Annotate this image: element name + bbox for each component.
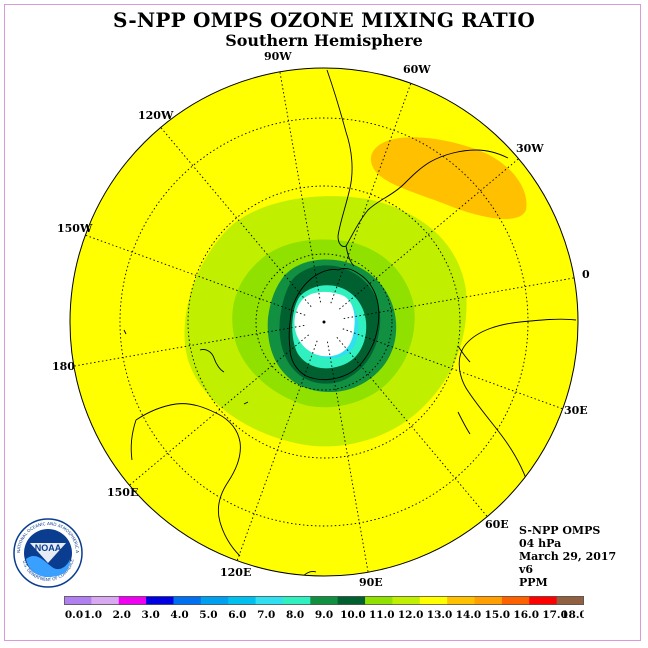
meridian-line [342,328,569,412]
legend-tick-label: 5.0 [199,609,217,621]
meridian-line [278,68,321,303]
legend-swatch [529,596,558,605]
ozone-region-14ppm [370,137,527,219]
graticule [70,68,578,576]
logo-bird [30,543,66,563]
instrument-label: S-NPP OMPS [519,524,601,537]
map-border [69,67,579,577]
logo-text: NOAA [35,543,62,553]
legend-swatch [556,596,584,605]
legend-tick-label: 7.0 [257,609,275,621]
color-legend: 0.0 1.0 2.0 3.0 4.0 5.0 6.0 7.0 8.0 9.0 10.0 11.0 12… [64,596,584,621]
longitude-label: 150W [57,222,93,235]
meridian-line [330,77,414,304]
legend-swatch [474,596,503,605]
legend-tick-label: 6.0 [228,609,246,621]
legend-swatch [282,596,311,605]
legend-tick-label: 13.0 [427,609,453,621]
page-subtitle: Southern Hemisphere [225,31,423,50]
meridian-line [339,154,524,310]
meridian-line [336,337,492,522]
legend-swatch [64,596,92,605]
legend-swatch [501,596,530,605]
legend-swatch [146,596,174,605]
date-label: March 29, 2017 [519,550,617,563]
longitude-label: 120E [220,566,252,579]
legend-tick-label: 12.0 [398,609,424,621]
legend-tick-label: 16.0 [513,609,539,621]
longitude-label: 180 [52,360,75,373]
meridian-line [343,276,578,319]
longitude-label: 150E [107,486,139,499]
legend-tick-label: 1.0 [84,609,102,621]
legend-swatch [337,596,366,605]
info-block: S-NPP OMPS 04 hPa March 29, 2017 v6 PPM [519,524,616,589]
legend-border [64,596,584,605]
legend-tick-label: 9.0 [315,609,333,621]
legend-tick-label: 15.0 [485,609,511,621]
legend-swatch [255,596,284,605]
logo-wave [26,556,70,577]
longitude-label: 120W [138,109,174,122]
legend-tick-label: 17.0 [542,609,568,621]
coastlines [123,69,577,576]
version-label: v6 [519,563,534,576]
meridian-line [70,325,305,368]
legend-swatch [91,596,120,605]
longitude-label: 90E [359,576,383,589]
legend-tick-label: 8.0 [286,609,304,621]
legend-tick-label: 18.0 [561,609,584,621]
legend-tick-label: 11.0 [369,609,395,621]
legend-swatch [173,596,202,605]
longitude-label: 60W [403,63,431,76]
pressure-level-label: 04 hPa [519,537,562,550]
meridian-line [79,232,306,316]
longitude-label: 0 [582,268,590,281]
south-pole-marker [322,320,326,324]
longitude-label: 30E [564,404,588,417]
legend-swatch [310,596,339,605]
legend-tick-label: 10.0 [340,609,366,621]
units-label: PPM [519,576,548,589]
legend-swatch [200,596,229,605]
legend-swatch [447,596,476,605]
meridian-line [327,341,370,576]
legend-tick-label: 3.0 [142,609,160,621]
meridian-line [124,334,309,490]
noaa-logo: NATIONAL OCEANIC AND ATMOSPHERIC ADMINIS… [12,517,83,588]
legend-tick-label: 2.0 [113,609,131,621]
legend-tick-label: 4.0 [170,609,188,621]
legend-swatch [118,596,147,605]
longitude-label: 90W [264,50,292,63]
page-frame [4,4,641,641]
longitude-label: 60E [485,518,509,531]
legend-swatch [419,596,448,605]
meridian-line [234,340,318,567]
meridian-line [156,122,312,307]
legend-tick-label: 14.0 [456,609,482,621]
legend-swatch [228,596,257,605]
longitude-label: 30W [516,142,544,155]
legend-swatch [365,596,393,605]
legend-swatch [392,596,421,605]
page-title: S-NPP OMPS OZONE MIXING RATIO [113,8,535,32]
legend-tick-label: 0.0 [65,609,83,621]
